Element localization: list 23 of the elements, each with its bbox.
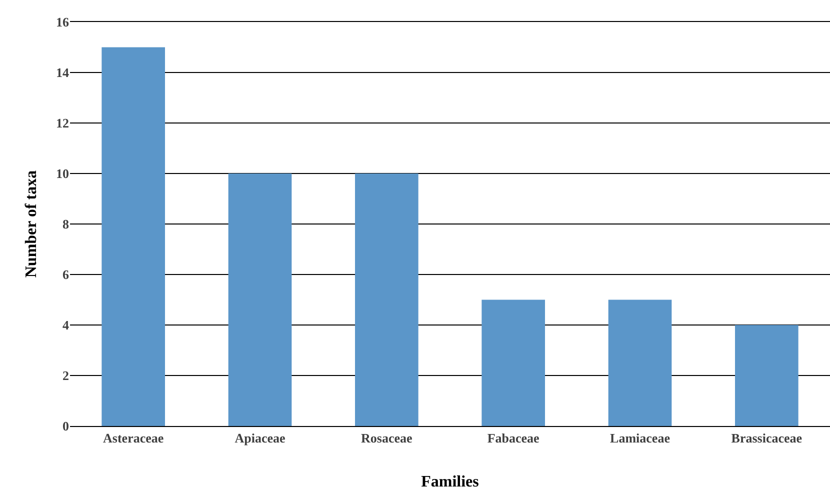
y-tick-label: 4 bbox=[62, 318, 70, 333]
x-tick-label: Fabaceae bbox=[487, 430, 540, 446]
x-tick-label: Brassicaceae bbox=[731, 430, 802, 446]
x-tick-label: Rosaceae bbox=[361, 430, 413, 446]
y-tick-label: 12 bbox=[56, 116, 69, 131]
y-tick-label: 14 bbox=[56, 65, 70, 80]
bar bbox=[482, 300, 545, 426]
y-tick-label: 16 bbox=[56, 14, 70, 30]
y-tick-label: 8 bbox=[62, 216, 70, 232]
bar bbox=[735, 325, 798, 426]
y-tick-label: 0 bbox=[62, 418, 69, 434]
x-tick-label: Lamiaceae bbox=[610, 430, 670, 446]
y-tick-label: 2 bbox=[62, 368, 69, 384]
x-tick-label: Asteraceae bbox=[103, 430, 164, 446]
y-tick-label: 6 bbox=[62, 267, 70, 282]
x-axis-title: Families bbox=[421, 473, 479, 490]
bar bbox=[228, 174, 292, 426]
bar bbox=[355, 174, 418, 426]
x-tick-label: Apiaceae bbox=[234, 430, 286, 446]
bar bbox=[102, 47, 165, 426]
y-tick-label: 10 bbox=[56, 166, 69, 182]
bar bbox=[608, 300, 672, 426]
y-axis-title: Number of taxa bbox=[22, 170, 40, 278]
